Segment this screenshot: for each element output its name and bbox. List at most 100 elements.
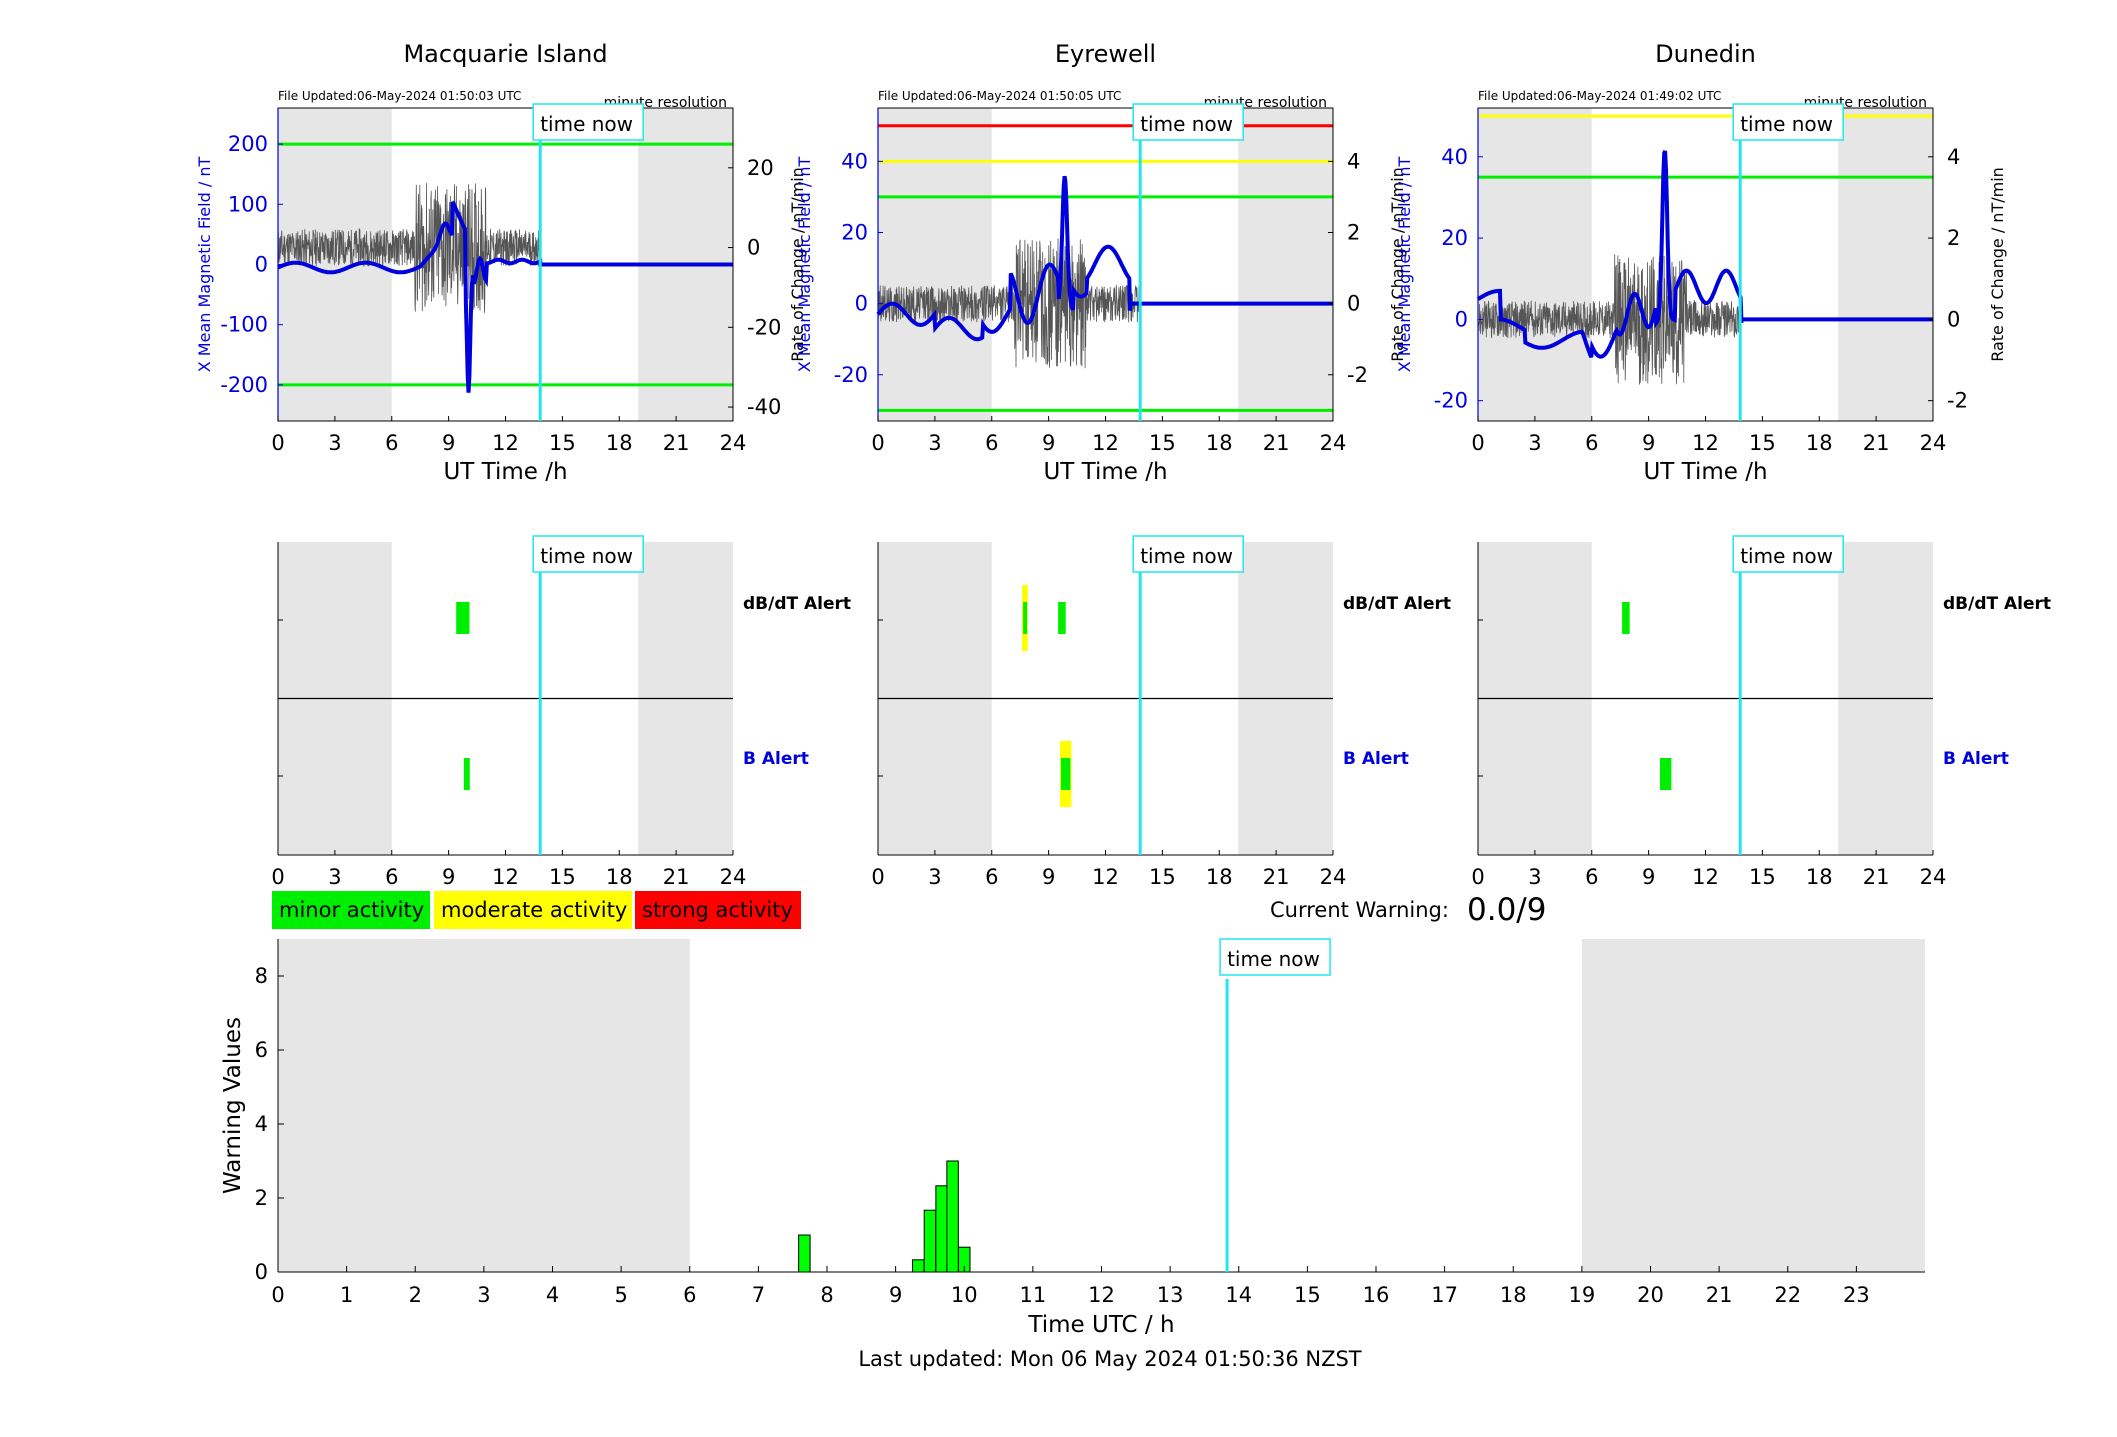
time-now-box	[1732, 535, 1844, 573]
legend-minor-swatch	[272, 891, 430, 929]
x-tick-label: 18	[1806, 431, 1833, 455]
station-panel-0: Macquarie Island File Updated:06-May-2024…	[195, 40, 807, 485]
x-tick-label: 15	[1149, 865, 1176, 889]
legend-moderate-label: moderate activity	[441, 898, 627, 922]
x-tick-label: 0	[271, 431, 284, 455]
time-now-label: time now	[1740, 112, 1833, 136]
x-tick-label: 12	[1692, 865, 1719, 889]
b-alert-label: B Alert	[743, 749, 809, 769]
warning-x-tick-label: 18	[1500, 1283, 1527, 1307]
dbdt-alert-bar-green	[1023, 602, 1028, 634]
x-tick-label: 6	[985, 431, 998, 455]
x-tick-label: 3	[328, 865, 341, 889]
x-tick-label: 15	[549, 865, 576, 889]
y-left-axis-label: X Mean Magnetic Field / nT	[795, 157, 814, 373]
x-tick-label: 24	[1320, 865, 1347, 889]
x-tick-label: 24	[1320, 431, 1347, 455]
station-alert-plots: dB/dT Alert B Alert 0 3 6 9 12 15 18 21 24 time now…	[271, 535, 2051, 889]
time-now-box	[1132, 535, 1244, 573]
time-now-label: time now	[1140, 544, 1233, 568]
warning-x-tick-label: 11	[1020, 1283, 1047, 1307]
b-alert-label: B Alert	[1943, 749, 2009, 769]
warning-bar	[923, 1209, 937, 1273]
station-title: Eyrewell	[1055, 40, 1156, 68]
x-tick-label: 18	[1806, 865, 1833, 889]
x-tick-label: 3	[328, 431, 341, 455]
x-tick-label: 24	[720, 431, 747, 455]
warning-x-tick-label: 17	[1431, 1283, 1458, 1307]
y-right-tick-label: 4	[1947, 145, 1960, 169]
warning-x-tick-label: 0	[271, 1283, 284, 1307]
x-tick-label: 18	[1206, 865, 1233, 889]
y-left-tick-label: 0	[855, 292, 868, 316]
x-tick-label: 9	[1642, 865, 1655, 889]
x-tick-label: 6	[385, 431, 398, 455]
y-right-tick-label: 4	[1347, 149, 1360, 173]
legend-moderate-swatch	[434, 891, 632, 929]
x-field-trace	[277, 201, 733, 393]
night-shade	[278, 939, 690, 1272]
x-tick-label: 0	[1471, 865, 1484, 889]
x-tick-label: 9	[1042, 431, 1055, 455]
x-tick-label: 18	[606, 431, 633, 455]
y-right-tick-label: 20	[747, 156, 774, 180]
x-axis-label: UT Time /h	[443, 459, 567, 485]
time-now-label: time now	[1140, 112, 1233, 136]
time-now-box	[1732, 103, 1844, 141]
warning-x-axis-label: Time UTC / h	[1027, 1312, 1174, 1338]
x-tick-label: 3	[1528, 865, 1541, 889]
warning-x-tick-label: 15	[1294, 1283, 1321, 1307]
x-tick-label: 12	[492, 865, 519, 889]
warning-x-tick-label: 10	[951, 1283, 978, 1307]
warning-x-tick-label: 16	[1363, 1283, 1390, 1307]
x-tick-label: 3	[928, 431, 941, 455]
warning-x-tick-label: 13	[1157, 1283, 1184, 1307]
alert-panel-1: dB/dT Alert B Alert 0 3 6 9 12 15 18 21 24 time now	[871, 535, 1451, 889]
y-left-axis-label: X Mean Magnetic Field / nT	[1395, 157, 1414, 373]
x-tick-label: 0	[871, 865, 884, 889]
warning-y-axis-label: Warning Values	[220, 1017, 246, 1194]
warning-x-tick-label: 8	[820, 1283, 833, 1307]
warning-y-tick-label: 6	[255, 1038, 268, 1062]
file-updated-text: File Updated:06-May-2024 01:49:02 UTC	[1478, 89, 1721, 103]
x-tick-label: 21	[1863, 865, 1890, 889]
x-tick-label: 6	[985, 865, 998, 889]
warning-x-tick-label: 23	[1843, 1283, 1870, 1307]
x-tick-label: 12	[492, 431, 519, 455]
y-right-tick-label: -2	[1347, 363, 1368, 387]
y-left-axis-label: X Mean Magnetic Field / nT	[195, 157, 214, 373]
warning-x-tick-label: 3	[477, 1283, 490, 1307]
x-tick-label: 24	[1920, 431, 1947, 455]
b-alert-bar-green	[1061, 758, 1071, 790]
y-right-tick-label: 0	[747, 236, 760, 260]
dbdt-alert-label: dB/dT Alert	[1943, 594, 2051, 614]
warning-x-tick-label: 19	[1569, 1283, 1596, 1307]
x-tick-label: 9	[442, 431, 455, 455]
y-left-tick-label: 200	[228, 132, 268, 156]
dbdt-alert-bar	[1622, 602, 1630, 634]
b-alert-bar	[1660, 758, 1672, 790]
warning-x-tick-label: 4	[546, 1283, 559, 1307]
x-tick-label: 24	[1920, 865, 1947, 889]
x-tick-label: 18	[606, 865, 633, 889]
y-left-tick-label: 100	[228, 192, 268, 216]
x-tick-label: 9	[1642, 431, 1655, 455]
y-left-tick-label: 20	[841, 220, 868, 244]
x-tick-label: 21	[1263, 865, 1290, 889]
last-updated: Last updated: Mon 06 May 2024 01:50:36 N…	[858, 1347, 1361, 1371]
night-shade	[1478, 108, 1592, 421]
night-shade	[1838, 108, 1933, 421]
station-title: Dunedin	[1655, 40, 1756, 68]
b-alert-bar	[463, 758, 470, 790]
warning-x-tick-label: 2	[409, 1283, 422, 1307]
warning-bar	[912, 1259, 925, 1273]
warning-x-tick-label: 1	[340, 1283, 353, 1307]
x-axis-label: UT Time /h	[1043, 459, 1167, 485]
x-tick-label: 15	[1749, 865, 1776, 889]
warning-x-tick-label: 6	[683, 1283, 696, 1307]
warning-x-tick-label: 7	[752, 1283, 765, 1307]
x-tick-label: 6	[385, 865, 398, 889]
current-warning-label: Current Warning:	[1270, 898, 1449, 922]
x-tick-label: 0	[871, 431, 884, 455]
